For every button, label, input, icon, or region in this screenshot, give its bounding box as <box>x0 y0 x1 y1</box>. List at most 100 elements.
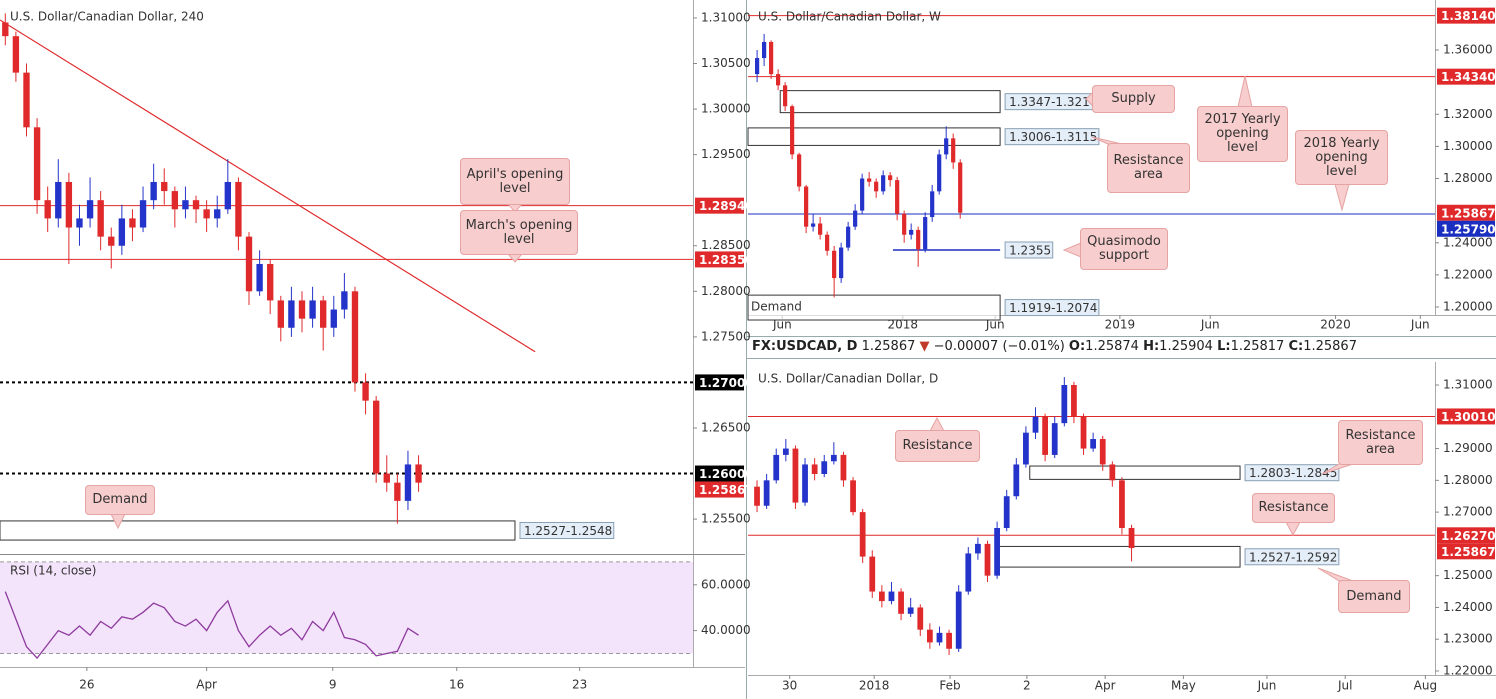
price-label: 1.25790 <box>1441 222 1496 236</box>
candle-body <box>404 464 412 501</box>
candle-body <box>782 448 789 455</box>
price-label: 1.27000 <box>699 376 754 390</box>
price-label: 1.26270 <box>1441 529 1496 543</box>
candle-body <box>830 454 837 462</box>
candle-body <box>860 178 865 211</box>
callout: Quasimodo support <box>1080 228 1168 270</box>
candle-body <box>2 22 9 37</box>
trendline <box>0 19 536 353</box>
candle-body <box>754 486 760 506</box>
callout: March's opening level <box>460 210 578 255</box>
candle-body <box>958 162 963 213</box>
candle-body <box>755 58 760 75</box>
candle-body <box>182 200 189 210</box>
candle-body <box>203 209 210 219</box>
x-tick-label: 2 <box>1023 679 1031 693</box>
candle-body <box>277 300 284 328</box>
candle-body <box>415 464 422 483</box>
candle-body <box>895 180 900 214</box>
zone-text: Demand <box>751 300 802 314</box>
chart-title: U.S. Dollar/Canadian Dollar, 240 <box>10 10 204 24</box>
x-tick-label: Jul <box>1337 679 1352 693</box>
candle-body <box>1042 416 1048 455</box>
candle-body <box>902 213 907 235</box>
candle-body <box>832 250 837 279</box>
y-tick-label: 1.30000 <box>1443 139 1493 153</box>
candle-body <box>763 480 770 506</box>
price-label-box <box>1437 408 1495 425</box>
zone-label-box <box>519 521 615 539</box>
x-tick-label: Aug <box>1414 679 1437 693</box>
zone-label: 1.3347-1.3210 <box>1009 95 1097 109</box>
candle-body <box>192 200 200 210</box>
zone-box <box>0 520 516 541</box>
zone-label-box <box>1244 464 1340 482</box>
y-tick-label: 1.32000 <box>1443 107 1493 121</box>
zone-label: 1.1919-1.2074 <box>1009 301 1097 315</box>
candle-body <box>825 234 830 251</box>
price-label-box <box>1437 527 1495 544</box>
price-label-box <box>695 465 744 482</box>
price-label: 1.34340 <box>1441 70 1496 84</box>
callout: 2017 Yearly opening level <box>1197 106 1288 162</box>
candle-body <box>839 247 844 279</box>
candle-body <box>802 464 808 503</box>
candle-body <box>12 36 20 73</box>
y-tick-label: 1.25500 <box>701 512 751 526</box>
x-tick-label: 2018 <box>887 318 918 332</box>
candle-body <box>1003 496 1010 529</box>
y-tick-label: 1.30000 <box>701 102 751 116</box>
price-label-box <box>695 481 744 498</box>
candle-body <box>224 181 231 210</box>
candle-body <box>869 556 876 592</box>
zone-box <box>779 90 1001 114</box>
callout: Resistance <box>895 430 980 462</box>
x-tick-label: 30 <box>782 679 797 693</box>
candle-body <box>330 309 337 328</box>
candle-body <box>916 229 921 250</box>
x-tick-label: 9 <box>329 678 337 692</box>
candle-body <box>955 591 962 649</box>
candle-body <box>792 448 799 503</box>
candle-body <box>235 181 242 237</box>
candle-body <box>888 175 893 181</box>
price-label: 1.25867 <box>1441 206 1496 220</box>
candle-body <box>23 72 30 128</box>
candle-body <box>1128 528 1135 549</box>
x-tick-label: Feb <box>939 679 960 693</box>
candle-body <box>108 236 115 246</box>
candle-body <box>874 181 879 192</box>
high-label: H: <box>1143 339 1160 354</box>
candle-body <box>362 382 369 401</box>
candle-body <box>818 223 823 235</box>
price-label: 1.25867 <box>699 483 754 497</box>
candle-body <box>984 543 991 576</box>
x-tick-label: Jun <box>1410 318 1430 332</box>
candle-body <box>859 512 866 557</box>
y-tick-label: 1.31000 <box>701 10 751 24</box>
candle-body <box>97 200 104 237</box>
price-label-box <box>695 251 744 268</box>
callout: Resistance <box>1252 493 1335 523</box>
y-tick-label: 1.22000 <box>1443 663 1493 677</box>
candle-body <box>256 263 263 292</box>
zone-box <box>1029 465 1241 480</box>
symbol: FX:USDCAD, D <box>752 339 858 354</box>
candle-body <box>878 591 885 602</box>
y-tick-label: 1.36000 <box>1443 43 1493 57</box>
zone-label: 1.3006-1.3115 <box>1009 130 1097 144</box>
callout: Resistance area <box>1338 420 1423 465</box>
high: 1.25904 <box>1159 339 1213 354</box>
open-label: O: <box>1068 339 1086 354</box>
candle-body <box>1032 416 1039 433</box>
rsi-line <box>4 591 419 660</box>
candle-body <box>951 138 956 163</box>
candle-body <box>1080 416 1087 449</box>
candle-body <box>383 473 390 483</box>
price-label-box <box>1437 543 1495 560</box>
candle-body <box>150 181 157 201</box>
candle-body <box>850 480 856 513</box>
price-label: 1.28940 <box>699 199 754 213</box>
candle-body <box>1051 423 1058 455</box>
